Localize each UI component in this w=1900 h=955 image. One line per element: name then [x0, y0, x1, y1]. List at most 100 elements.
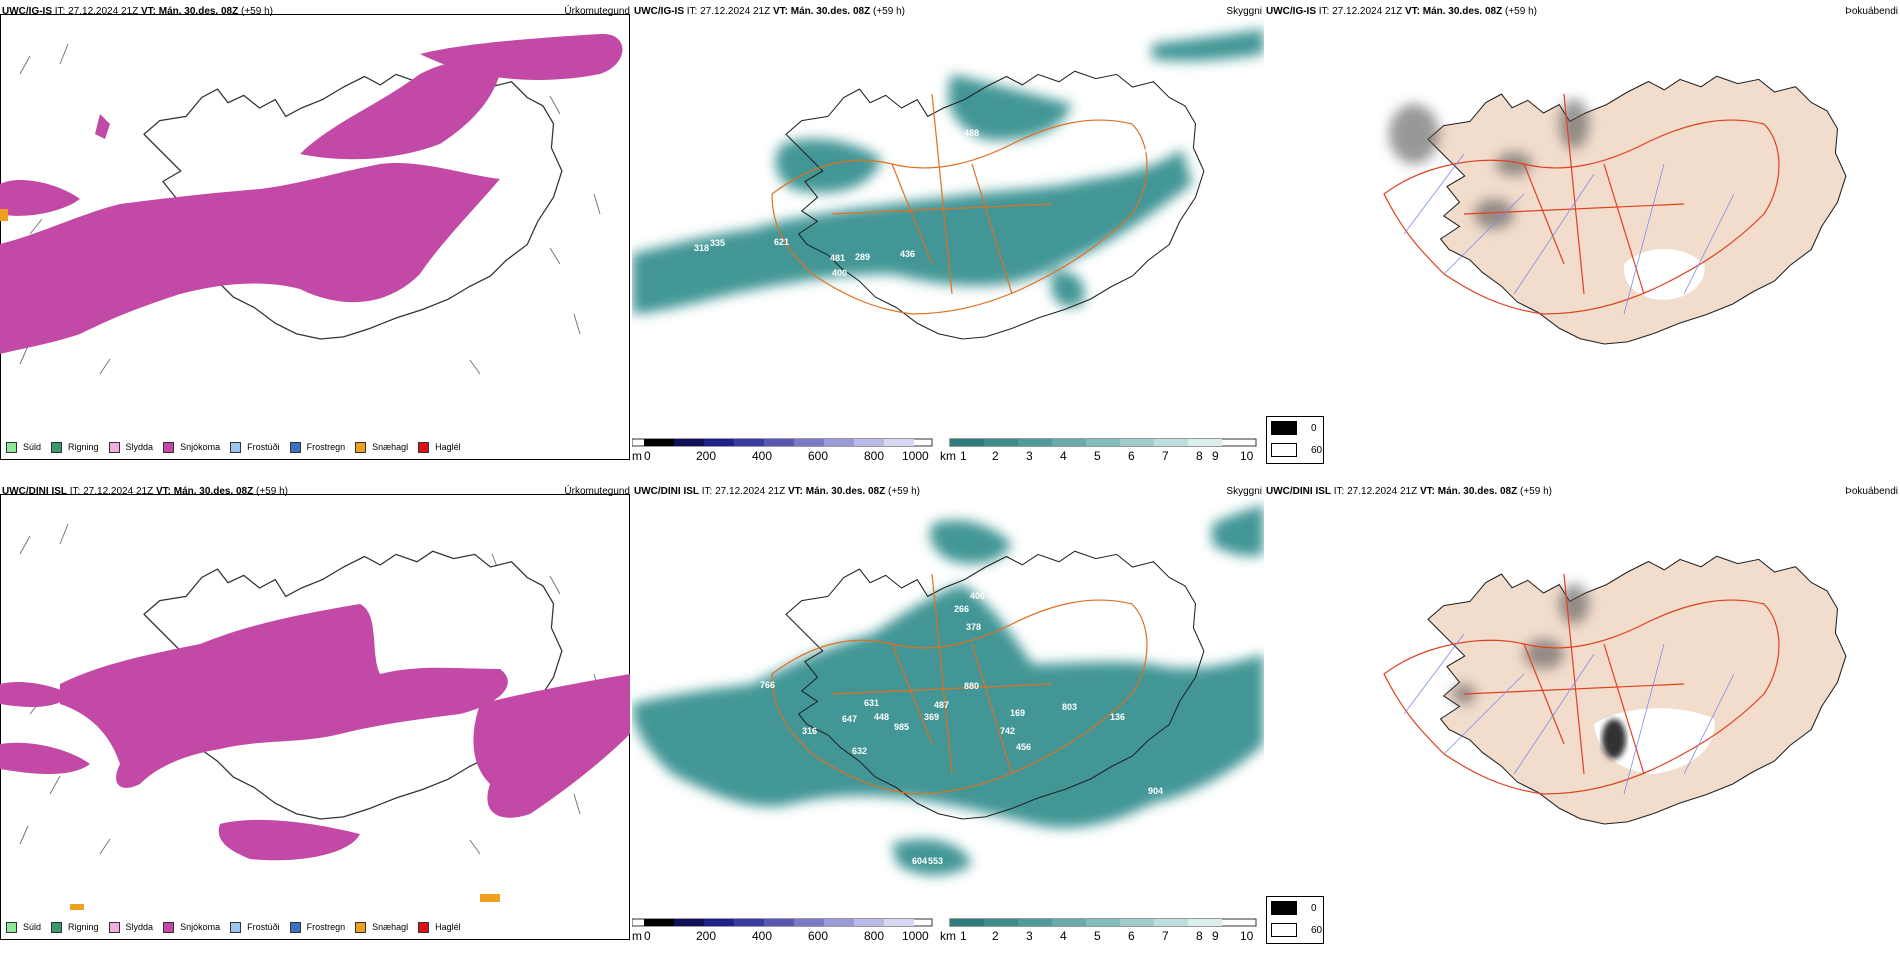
ceiling-label: 289 [855, 252, 870, 262]
ceiling-ticks: m 0 200 400 600 800 1000 [632, 929, 929, 943]
legend-label: Snæhagl [372, 442, 409, 452]
legend-label: Slydda [125, 922, 154, 932]
legend-item: Rigning [51, 441, 99, 453]
ceiling-label: 621 [774, 237, 789, 247]
legend-label: Rigning [68, 922, 99, 932]
tick-label: 10 [1240, 449, 1254, 463]
ceiling-label: 880 [964, 681, 979, 691]
ceiling-label: 481 [830, 253, 845, 263]
panel-header: UWC/DINI ISL IT: 27.12.2024 21Z VT: Mán.… [1266, 486, 1898, 502]
fog-legend: 0 60 [1266, 896, 1324, 944]
row-bottom: UWC/DINI ISL IT: 27.12.2024 21Z VT: Mán.… [0, 480, 1900, 955]
tick-label: 8 [1196, 449, 1203, 463]
precip-map [0, 523, 630, 910]
rivers [1403, 633, 1735, 795]
low-visibility-areas [632, 29, 1264, 314]
legend-item: Haglél [418, 441, 461, 453]
legend-label: Súld [23, 922, 42, 932]
legend-row: 60 [1267, 439, 1323, 461]
panel-header: UWC/IG-IS IT: 27.12.2024 21Z VT: Mán. 30… [634, 6, 1262, 22]
legend-item: Frostúði [230, 441, 280, 453]
ceiling-label: 305 [944, 131, 959, 141]
tick-label: 400 [752, 449, 773, 463]
tick-label: 9 [1212, 449, 1219, 463]
ceiling-label: 436 [900, 249, 915, 259]
legend-label: 0 [1311, 902, 1317, 914]
tick-label: 1 [960, 929, 967, 943]
legend-item: Súld [6, 441, 42, 453]
model-name: UWC/DINI ISL [634, 486, 699, 497]
tick-label: 7 [1162, 449, 1169, 463]
tick-label: 5 [1094, 929, 1101, 943]
visibility-panel: UWC/IG-IS IT: 27.12.2024 21Z VT: Mán. 30… [632, 0, 1264, 475]
ceiling-label: 170 [1054, 332, 1069, 342]
legend-row: 60 [1267, 919, 1323, 941]
legend-label: Frostúði [247, 922, 280, 932]
legend-item: Snjókoma [163, 441, 220, 453]
tick-label: 8 [1196, 929, 1203, 943]
tick-label: 200 [696, 449, 717, 463]
init-time: IT: 27.12.2024 21Z [69, 486, 154, 497]
legend-swatch [1271, 443, 1297, 457]
legend-swatch [230, 921, 242, 933]
legend-item: Frostregn [289, 921, 346, 933]
tick-label: 400 [752, 929, 773, 943]
legend-label: Haglél [435, 442, 461, 452]
legend-swatch [418, 441, 430, 453]
legend-item: Slydda [108, 441, 153, 453]
variable-name: Þokuábendi [1845, 486, 1898, 497]
tick-label: 3 [1026, 929, 1033, 943]
legend-swatch [163, 441, 175, 453]
tick-label: 600 [808, 929, 829, 943]
precip-type-panel: UWC/IG-IS IT: 27.12.2024 21Z VT: Mán. 30… [0, 0, 632, 475]
snow-areas [0, 33, 623, 354]
fog-free-area [1623, 249, 1705, 300]
ceiling-label: 604 [912, 856, 927, 866]
roads [771, 573, 1148, 795]
legend-label: Frostregn [306, 442, 346, 452]
ceiling-colorbar [632, 438, 1257, 447]
legend-swatch [230, 441, 242, 453]
lead-time: (+59 h) [888, 486, 920, 497]
variable-name: Úrkomutegund [564, 486, 630, 497]
ceiling-colorbar [632, 918, 1257, 927]
lead-time: (+59 h) [1520, 486, 1552, 497]
ceiling-label: 742 [1000, 726, 1015, 736]
legend-label: Súld [23, 442, 42, 452]
roads [1383, 93, 1780, 315]
ceiling-label: 631 [864, 698, 879, 708]
tick-label: 6 [1128, 929, 1135, 943]
valid-time: VT: Mán. 30.des. 08Z [1404, 6, 1503, 17]
tick-label: 4 [1060, 929, 1067, 943]
model-name: UWC/IG-IS [1266, 6, 1316, 17]
tick-label: 1000 [902, 449, 929, 463]
legend-swatch [289, 441, 301, 453]
legend-label: Snæhagl [372, 922, 409, 932]
precip-legend: Súld Rigning Slydda Snjókoma Frostúði Fr… [6, 440, 471, 454]
legend-row: 0 [1267, 417, 1323, 439]
ceiling-unit: m [632, 449, 642, 463]
tick-label: 800 [864, 929, 885, 943]
ceiling-labels: 406 266 378 766 880 631 487 369 647 448 … [760, 591, 1163, 866]
legend-row: 0 [1267, 897, 1323, 919]
tick-label: 2 [992, 449, 999, 463]
ceiling-label: 456 [1016, 742, 1031, 752]
tick-label: 4 [1060, 449, 1067, 463]
legend-swatch [163, 921, 175, 933]
init-time: IT: 27.12.2024 21Z [701, 486, 786, 497]
ceiling-label: 318 [694, 243, 709, 253]
panel-header: UWC/IG-IS IT: 27.12.2024 21Z VT: Mán. 30… [2, 6, 630, 22]
legend-label: Snjókoma [180, 922, 221, 932]
roads [771, 93, 1148, 315]
tick-label: 1000 [902, 929, 929, 943]
ceiling-label: 316 [802, 726, 817, 736]
precip-legend: Súld Rigning Slydda Snjókoma Frostúði Fr… [6, 920, 471, 934]
lead-time: (+59 h) [241, 6, 273, 17]
fog-map [1383, 555, 1847, 825]
legend-swatch [289, 921, 301, 933]
fog-shading [1389, 99, 1589, 229]
legend-label: Frostregn [306, 922, 346, 932]
lead-time: (+59 h) [256, 486, 288, 497]
valid-time: VT: Mán. 30.des. 08Z [1419, 486, 1518, 497]
variable-name: Skyggni [1226, 486, 1262, 497]
